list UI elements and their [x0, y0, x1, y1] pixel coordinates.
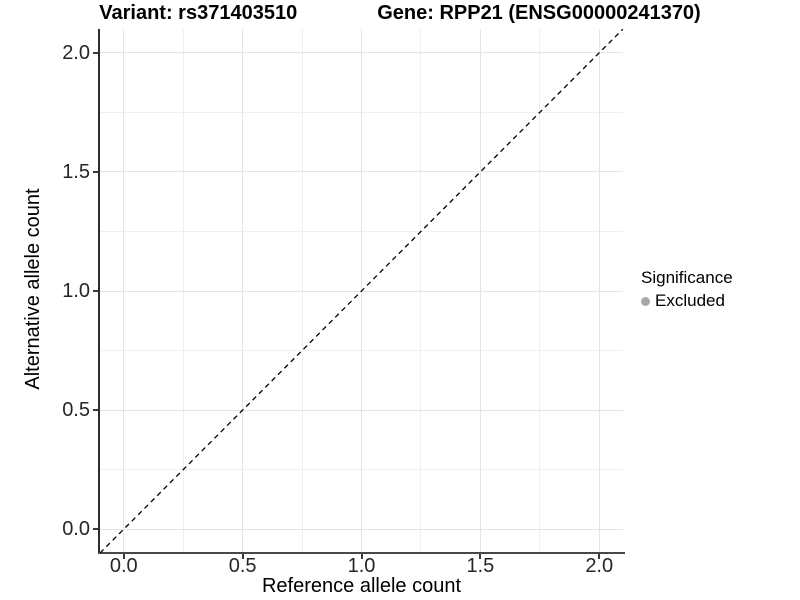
plot-panel	[100, 29, 623, 553]
identity-line	[100, 29, 623, 553]
identity-line-svg	[100, 29, 623, 553]
grid-major-h	[100, 52, 623, 54]
x-axis-title: Reference allele count	[261, 575, 461, 597]
grid-major-h	[100, 171, 623, 173]
y-tick-label: 2.0	[62, 41, 90, 64]
y-tick-mark	[93, 170, 98, 173]
x-tick-mark	[360, 554, 363, 559]
x-tick-mark	[241, 554, 244, 559]
y-tick-label: 1.5	[62, 160, 90, 183]
y-tick-label: 0.0	[62, 518, 90, 541]
x-tick-mark	[598, 554, 601, 559]
legend: Significance Excluded	[637, 268, 733, 311]
plot-title-gene: Gene: RPP21 (ENSG00000241370)	[377, 2, 701, 24]
y-tick-mark	[93, 528, 98, 531]
x-tick-mark	[122, 554, 125, 559]
y-tick-mark	[93, 290, 98, 292]
y-tick-mark	[93, 409, 98, 412]
grid-major-h	[100, 409, 623, 411]
x-tick-label: 2.0	[585, 555, 614, 577]
plot-title: Variant: rs371403510 Gene: RPP21 (ENSG00…	[0, 2, 800, 25]
plot-title-variant: Variant: rs371403510	[99, 2, 298, 24]
x-tick-label: 0.0	[109, 555, 138, 577]
grid-major-h	[100, 528, 623, 530]
legend-title: Significance	[641, 268, 733, 287]
y-tick-mark	[93, 51, 98, 54]
x-tick-label: 0.5	[228, 555, 257, 577]
legend-point-icon	[641, 296, 650, 306]
y-axis-line	[98, 29, 100, 554]
x-tick-label: 1.0	[347, 555, 376, 577]
x-tick-label: 1.5	[466, 555, 495, 577]
y-axis-title: Alternative allele count	[22, 188, 44, 390]
x-tick-mark	[479, 554, 482, 559]
legend-item: Excluded	[637, 291, 733, 311]
legend-item-label: Excluded	[655, 291, 725, 310]
y-tick-label: 0.5	[62, 399, 90, 422]
y-tick-label: 1.0	[62, 280, 90, 302]
x-axis-line	[98, 552, 625, 554]
